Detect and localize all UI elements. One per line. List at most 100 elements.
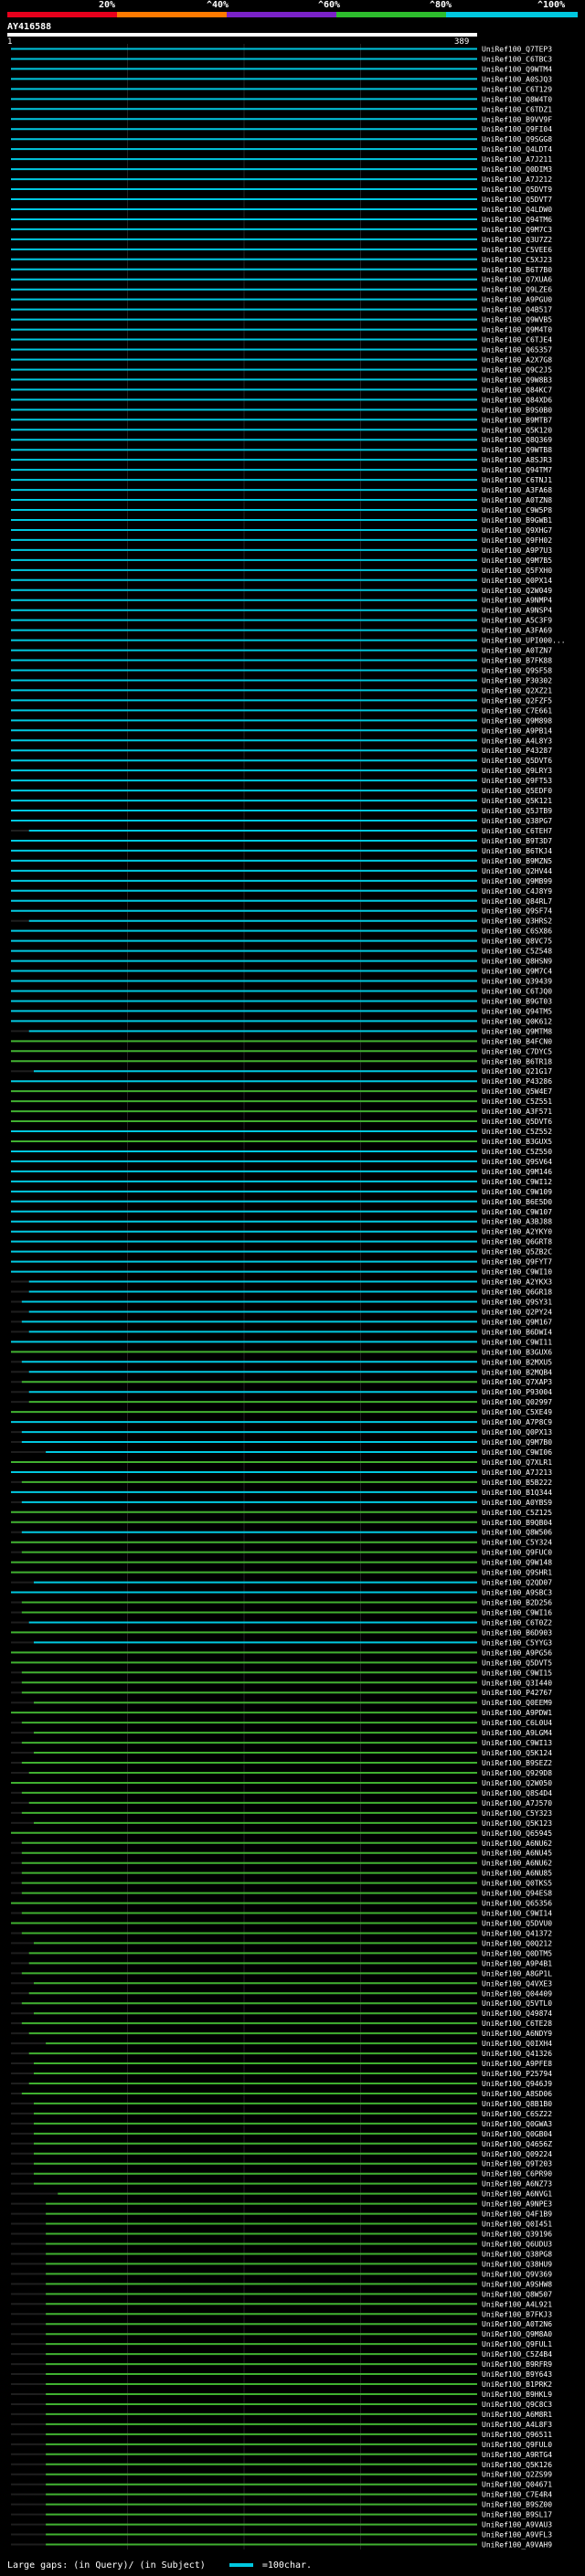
hit-label[interactable]: UniRef100_Q3I440 <box>482 1679 552 1687</box>
hit-label[interactable]: UniRef100_A9NMP4 <box>482 597 552 605</box>
hit-label[interactable]: UniRef100_C9WI12 <box>482 1178 552 1186</box>
hit-label[interactable]: UniRef100_Q5JTB9 <box>482 807 552 815</box>
hit-label[interactable]: UniRef100_C7DYC5 <box>482 1047 552 1055</box>
hit-label[interactable]: UniRef100_Q5K123 <box>482 1819 552 1828</box>
hit-label[interactable]: UniRef100_Q9LRY3 <box>482 767 552 775</box>
hit-label[interactable]: UniRef100_Q9SF74 <box>482 907 552 916</box>
hit-label[interactable]: UniRef100_Q2PY24 <box>482 1308 552 1316</box>
hit-label[interactable]: UniRef100_B6D903 <box>482 1628 552 1637</box>
hit-label[interactable]: UniRef100_A7P8C9 <box>482 1418 552 1426</box>
hit-label[interactable]: UniRef100_A9P4B1 <box>482 1959 552 1967</box>
hit-label[interactable]: UniRef100_Q0K612 <box>482 1017 552 1025</box>
hit-label[interactable]: UniRef100_Q39439 <box>482 978 552 986</box>
hit-label[interactable]: UniRef100_Q09224 <box>482 2150 552 2158</box>
hit-label[interactable]: UniRef100_B6TKJ4 <box>482 847 552 855</box>
hit-label[interactable]: UniRef100_Q8B1B0 <box>482 2100 552 2108</box>
hit-label[interactable]: UniRef100_Q04671 <box>482 2481 552 2489</box>
hit-label[interactable]: UniRef100_B5B222 <box>482 1479 552 1487</box>
hit-label[interactable]: UniRef100_Q0PX14 <box>482 577 552 585</box>
hit-label[interactable]: UniRef100_Q94TM5 <box>482 1007 552 1015</box>
hit-label[interactable]: UniRef100_Q38PG8 <box>482 2250 552 2258</box>
hit-label[interactable]: UniRef100_Q9FH02 <box>482 536 552 545</box>
hit-label[interactable]: UniRef100_A9LGM4 <box>482 1729 552 1737</box>
hit-label[interactable]: UniRef100_Q9M167 <box>482 1318 552 1326</box>
hit-label[interactable]: UniRef100_A9NPE3 <box>482 2200 552 2209</box>
hit-label[interactable]: UniRef100_Q8Q369 <box>482 436 552 444</box>
hit-label[interactable]: UniRef100_Q7XAP3 <box>482 1378 552 1386</box>
hit-label[interactable]: UniRef100_Q0IXH4 <box>482 2040 552 2048</box>
hit-label[interactable]: UniRef100_A0TZN8 <box>482 496 552 504</box>
hit-label[interactable]: UniRef100_Q9FI04 <box>482 125 552 133</box>
hit-label[interactable]: UniRef100_Q6UDU3 <box>482 2240 552 2248</box>
hit-label[interactable]: UniRef100_Q38PG7 <box>482 817 552 825</box>
hit-label[interactable]: UniRef100_B6E5D0 <box>482 1198 552 1206</box>
hit-label[interactable]: UniRef100_Q4LDW0 <box>482 206 552 214</box>
hit-label[interactable]: UniRef100_C9WI16 <box>482 1608 552 1617</box>
hit-label[interactable]: UniRef100_B9S0B0 <box>482 406 552 414</box>
hit-label[interactable]: UniRef100_C7E4R4 <box>482 2491 552 2499</box>
hit-label[interactable]: UniRef100_C6TDZ1 <box>482 105 552 113</box>
hit-label[interactable]: UniRef100_Q5K126 <box>482 2461 552 2469</box>
hit-label[interactable]: UniRef100_A5C3F9 <box>482 617 552 625</box>
hit-label[interactable]: UniRef100_A0T2N6 <box>482 2320 552 2328</box>
hit-label[interactable]: UniRef100_Q9M7C3 <box>482 226 552 234</box>
hit-label[interactable]: UniRef100_Q9M7C4 <box>482 968 552 976</box>
hit-label[interactable]: UniRef100_C5Z552 <box>482 1128 552 1136</box>
hit-label[interactable]: UniRef100_Q9M7B5 <box>482 557 552 565</box>
hit-label[interactable]: UniRef100_A9PFE8 <box>482 2060 552 2068</box>
hit-label[interactable]: UniRef100_Q6GRT8 <box>482 1238 552 1246</box>
hit-label[interactable]: UniRef100_Q94TM6 <box>482 216 552 224</box>
hit-label[interactable]: UniRef100_A7J213 <box>482 1468 552 1477</box>
hit-label[interactable]: UniRef100_Q5K121 <box>482 797 552 805</box>
hit-label[interactable]: UniRef100_A2YKX3 <box>482 1278 552 1287</box>
hit-label[interactable]: UniRef100_Q84XD6 <box>482 396 552 404</box>
hit-label[interactable]: UniRef100_C5XJ23 <box>482 256 552 264</box>
hit-label[interactable]: UniRef100_C7E661 <box>482 706 552 715</box>
hit-label[interactable]: UniRef100_B9SZ00 <box>482 2501 552 2509</box>
hit-label[interactable]: UniRef100_Q5DVT7 <box>482 196 552 204</box>
hit-label[interactable]: UniRef100_C6SX86 <box>482 928 552 936</box>
hit-label[interactable]: UniRef100_Q9M146 <box>482 1168 552 1176</box>
hit-label[interactable]: UniRef100_Q9FUC0 <box>482 1549 552 1557</box>
hit-label[interactable]: UniRef100_Q9SV64 <box>482 1158 552 1166</box>
hit-label[interactable]: UniRef100_Q84RL7 <box>482 897 552 906</box>
hit-label[interactable]: UniRef100_Q04409 <box>482 1989 552 1998</box>
hit-label[interactable]: UniRef100_A2YKY0 <box>482 1228 552 1236</box>
hit-label[interactable]: UniRef100_Q9WTM4 <box>482 65 552 73</box>
hit-label[interactable]: UniRef100_Q94ES8 <box>482 1890 552 1898</box>
hit-label[interactable]: UniRef100_B7FK88 <box>482 657 552 665</box>
hit-label[interactable]: UniRef100_Q9MB99 <box>482 877 552 885</box>
hit-label[interactable]: UniRef100_Q4VXE3 <box>482 1979 552 1988</box>
hit-label[interactable]: UniRef100_Q0DTM5 <box>482 1949 552 1957</box>
hit-label[interactable]: UniRef100_C6TE28 <box>482 2019 552 2028</box>
hit-label[interactable]: UniRef100_Q5FXH0 <box>482 567 552 575</box>
hit-label[interactable]: UniRef100_A9PGU0 <box>482 296 552 304</box>
hit-label[interactable]: UniRef100_B9VV9F <box>482 115 552 123</box>
hit-label[interactable]: UniRef100_Q9FUL1 <box>482 2340 552 2348</box>
hit-label[interactable]: UniRef100_Q4656Z <box>482 2140 552 2148</box>
hit-label[interactable]: UniRef100_B6T7B0 <box>482 266 552 274</box>
hit-label[interactable]: UniRef100_B2MQB4 <box>482 1368 552 1376</box>
hit-label[interactable]: UniRef100_Q84KC7 <box>482 386 552 394</box>
hit-label[interactable]: UniRef100_Q9XHG7 <box>482 526 552 535</box>
hit-label[interactable]: UniRef100_B9GT03 <box>482 997 552 1005</box>
hit-label[interactable]: UniRef100_Q5W4E7 <box>482 1087 552 1096</box>
hit-label[interactable]: UniRef100_Q929D8 <box>482 1769 552 1777</box>
hit-label[interactable]: UniRef100_Q41372 <box>482 1929 552 1937</box>
hit-label[interactable]: UniRef100_B1PRK2 <box>482 2380 552 2389</box>
hit-label[interactable]: UniRef100_Q9W8B3 <box>482 376 552 384</box>
hit-label[interactable]: UniRef100_A4L8F3 <box>482 2421 552 2429</box>
hit-label[interactable]: UniRef100_Q0EEM9 <box>482 1699 552 1707</box>
hit-label[interactable]: UniRef100_Q8W506 <box>482 1529 552 1537</box>
hit-label[interactable]: UniRef100_A9PB14 <box>482 726 552 735</box>
hit-label[interactable]: UniRef100_Q0Q212 <box>482 1939 552 1947</box>
hit-label[interactable]: UniRef100_Q4LDT4 <box>482 145 552 154</box>
hit-label[interactable]: UniRef100_B9HKL9 <box>482 2390 552 2399</box>
hit-label[interactable]: UniRef100_C6T0Z2 <box>482 1618 552 1627</box>
hit-label[interactable]: UniRef100_Q2QD07 <box>482 1579 552 1587</box>
hit-label[interactable]: UniRef100_Q5DVT5 <box>482 1659 552 1667</box>
hit-label[interactable]: UniRef100_A9SBC3 <box>482 1589 552 1597</box>
hit-label[interactable]: UniRef100_Q9W148 <box>482 1559 552 1567</box>
hit-label[interactable]: UniRef100_A8SD06 <box>482 2090 552 2098</box>
hit-label[interactable]: UniRef100_Q8W4T0 <box>482 95 552 103</box>
